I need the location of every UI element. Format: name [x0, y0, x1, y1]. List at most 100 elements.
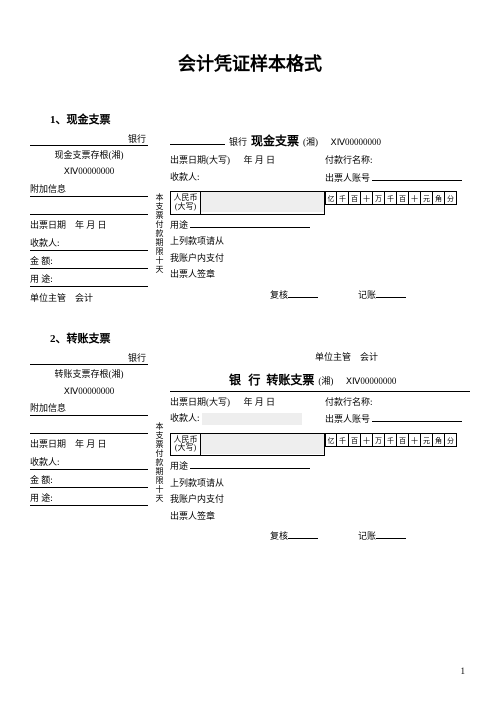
main1-rmb-fill: [201, 192, 324, 212]
main1-review: 复核: [270, 290, 288, 300]
main1-purpose-line: [190, 218, 310, 228]
main1-rmb-box: 人民币 (大写): [170, 191, 325, 215]
amount-cell: 万: [373, 433, 385, 447]
main2-row1: 出票日期(大写) 年 月 日 付款行名称:: [170, 396, 470, 410]
main1-title: 现金支票: [251, 132, 299, 150]
main1-date-label: 出票日期(大写): [170, 155, 230, 165]
main1-region: (湘): [303, 136, 318, 150]
main2-review: 复核: [270, 531, 288, 541]
main2-purpose-line: [190, 459, 310, 469]
supervisor-top: 单位主管 会计: [315, 351, 470, 365]
amount-cell: 角: [433, 433, 445, 447]
stub1-supervisor-label: 单位主管: [30, 293, 66, 303]
amount-cell: 亿: [325, 191, 337, 205]
sup-top-accountant: 会计: [360, 352, 378, 362]
main2-bank-spaced: 银 行: [229, 371, 262, 389]
main2-date-value: 年 月 日: [244, 397, 276, 407]
stub2-title: 转账支票存根(湘): [30, 367, 148, 381]
main2-purpose: 用途: [170, 459, 470, 474]
section2-header: 2、转账支票: [50, 330, 470, 346]
amount-cell: 千: [385, 433, 397, 447]
main2-myaccount: 我账户内支付: [170, 493, 470, 507]
main2-region: (湘): [318, 375, 333, 389]
main2-title: 转账支票: [266, 371, 314, 389]
cash-cheque-block: 银行 现金支票存根(湘) ⅩⅣ00000000 附加信息 出票日期 年 月 日 …: [30, 132, 470, 305]
main1-bank-prefix: 银行: [229, 136, 247, 150]
main2-account-line: [372, 412, 462, 422]
stub1-amount: 金 额:: [30, 253, 148, 269]
main2: 单位主管 会计 银 行 转账支票 (湘) ⅩⅣ00000000 出票日期(大写)…: [170, 351, 470, 544]
main2-rmb-box: 人民币 (大写): [170, 433, 325, 457]
stub1-date-label: 出票日期: [30, 220, 66, 230]
main1-row3: 人民币 (大写) 亿 千 百 十 万 千 百 十 元 角: [170, 188, 470, 215]
stub1: 银行 现金支票存根(湘) ⅩⅣ00000000 附加信息 出票日期 年 月 日 …: [30, 132, 150, 305]
stub1-supervisor: 单位主管 会计: [30, 291, 148, 305]
main1-payee-label: 收款人:: [170, 171, 325, 186]
main1-please: 上列款项请从: [170, 235, 470, 249]
stub2-amount: 金 额:: [30, 472, 148, 488]
stub1-title: 现金支票存根(湘): [30, 148, 148, 162]
main2-bookkeeper: 记账: [358, 531, 376, 541]
amount-cell: 元: [421, 191, 433, 205]
main1: 银行 现金支票 (湘) ⅩⅣ00000000 出票日期(大写) 年 月 日 付款…: [170, 132, 470, 305]
amount-cell: 千: [337, 191, 349, 205]
main1-date-value: 年 月 日: [244, 155, 276, 165]
main2-rmb-fill: [201, 434, 324, 454]
review-line2: [288, 529, 318, 539]
main1-review-row: 复核 记账: [270, 288, 470, 303]
vertical1: 本支票付款期限十天: [153, 132, 165, 305]
main2-rmb-sub: (大写): [173, 444, 198, 453]
main1-purpose-label: 用途: [170, 220, 188, 230]
stub1-blank: [30, 199, 148, 215]
review-line: [288, 288, 318, 298]
main2-payee-fill: [202, 413, 302, 425]
page-title: 会计凭证样本格式: [30, 50, 470, 76]
amount-cell: 万: [373, 191, 385, 205]
main1-paying-bank: 付款行名称:: [325, 154, 470, 168]
main1-account-label: 出票人账号: [325, 173, 370, 183]
main2-serial: ⅩⅣ00000000: [346, 375, 396, 389]
main1-drawer: 出票人签章: [170, 268, 470, 282]
stub1-accountant-label: 会计: [75, 293, 93, 303]
stub1-serial: ⅩⅣ00000000: [30, 164, 148, 178]
stub2-extra: 附加信息: [30, 400, 148, 416]
amount-cell: 千: [385, 191, 397, 205]
main1-row1: 出票日期(大写) 年 月 日 付款行名称:: [170, 154, 470, 168]
stub1-date-value: 年 月 日: [75, 220, 107, 230]
main2-paying-bank: 付款行名称:: [325, 396, 470, 410]
stub1-extra: 附加信息: [30, 181, 148, 197]
stub2-date-label: 出票日期: [30, 439, 66, 449]
main1-amount-grid: 亿 千 百 十 万 千 百 十 元 角 分: [325, 191, 470, 205]
amount-cell: 分: [445, 191, 457, 205]
main1-bookkeeper: 记账: [358, 290, 376, 300]
main2-purpose-label: 用途: [170, 461, 188, 471]
stub2-serial: ⅩⅣ00000000: [30, 384, 148, 398]
main1-rmb-label: 人民币 (大写): [171, 192, 201, 214]
stub1-bank: 银行: [30, 132, 148, 146]
section1-header: 1、现金支票: [50, 111, 470, 127]
sup-top-supervisor: 单位主管: [315, 352, 351, 362]
main2-row3: 人民币 (大写) 亿 千 百 十 万 千 百 十 元 角: [170, 430, 470, 457]
main2-please: 上列款项请从: [170, 477, 470, 491]
amount-cell: 分: [445, 433, 457, 447]
transfer-cheque-block: 银行 转账支票存根(湘) ⅩⅣ00000000 附加信息 出票日期 年 月 日 …: [30, 351, 470, 544]
amount-cell: 百: [397, 433, 409, 447]
main2-payee-label: 收款人:: [170, 413, 200, 423]
amount-cell: 百: [349, 433, 361, 447]
page-number: 1: [461, 666, 466, 676]
stub2-bank: 银行: [30, 351, 148, 365]
amount-cell: 千: [337, 433, 349, 447]
main2-account-label: 出票人账号: [325, 414, 370, 424]
amount-cell: 百: [397, 191, 409, 205]
main2-rmb-label: 人民币 (大写): [171, 434, 201, 456]
amount-cell: 百: [349, 191, 361, 205]
stub2-purpose: 用 途:: [30, 490, 148, 506]
main2-header: 银 行 转账支票 (湘) ⅩⅣ00000000: [170, 371, 470, 392]
amount-cell: 十: [409, 191, 421, 205]
stub1-purpose: 用 途:: [30, 271, 148, 287]
amount-cell: 十: [361, 191, 373, 205]
main1-account-line: [372, 171, 462, 181]
main2-date-label: 出票日期(大写): [170, 397, 230, 407]
bookkeeper-line2: [376, 529, 406, 539]
stub2: 银行 转账支票存根(湘) ⅩⅣ00000000 附加信息 出票日期 年 月 日 …: [30, 351, 150, 544]
